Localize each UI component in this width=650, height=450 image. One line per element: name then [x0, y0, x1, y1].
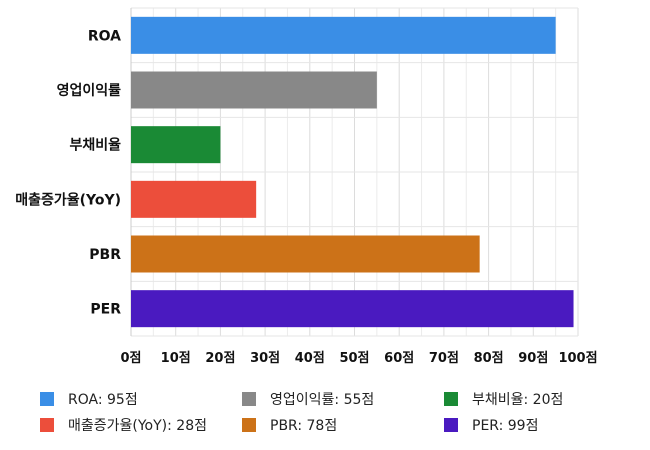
- x-axis-tick-label: 10점: [161, 351, 191, 366]
- legend-item-operating-margin[interactable]: 영업이익률: 55점: [242, 390, 444, 408]
- y-axis-tick-label: ROA: [88, 28, 121, 44]
- x-axis-tick-label: 50점: [339, 351, 369, 366]
- legend-label: 부채비율: 20점: [472, 392, 564, 408]
- legend-item-per[interactable]: PER: 99점: [444, 416, 640, 434]
- legend-label: 영업이익률: 55점: [270, 392, 375, 408]
- x-axis-tick-label: 70점: [429, 351, 459, 366]
- y-axis-tick-label: PBR: [89, 247, 121, 263]
- legend-swatch: [242, 418, 256, 432]
- legend-item-roa[interactable]: ROA: 95점: [40, 390, 242, 408]
- legend-swatch: [40, 418, 54, 432]
- legend-item-debt-ratio[interactable]: 부채비율: 20점: [444, 390, 640, 408]
- legend-label: PBR: 78점: [270, 418, 338, 434]
- legend: ROA: 95점 영업이익률: 55점 부채비율: 20점 매출증가율(YoY)…: [40, 390, 640, 434]
- x-axis-tick-label: 80점: [474, 351, 504, 366]
- y-axis-tick-label: 영업이익률: [57, 82, 122, 99]
- legend-swatch: [444, 392, 458, 406]
- x-axis-tick-label: 20점: [205, 351, 235, 366]
- y-axis-tick-label: 매출증가율(YoY): [15, 191, 121, 208]
- legend-swatch: [40, 392, 54, 406]
- x-axis-tick-label: 40점: [295, 351, 325, 366]
- legend-swatch: [444, 418, 458, 432]
- x-axis-labels: 0점 10점 20점 30점 40점 50점 60점 70점 80점 90점 100점: [120, 351, 597, 366]
- x-axis-tick-label: 0점: [120, 351, 141, 366]
- x-axis-tick-label: 60점: [384, 351, 414, 366]
- bar[interactable]: [131, 290, 574, 328]
- bar[interactable]: [131, 71, 377, 109]
- y-axis-tick-label: 부채비율: [69, 137, 121, 154]
- bar[interactable]: [131, 180, 257, 218]
- bar[interactable]: [131, 126, 221, 164]
- bars: [131, 16, 574, 328]
- legend-item-revenue-growth[interactable]: 매출증가율(YoY): 28점: [40, 416, 242, 434]
- legend-label: PER: 99점: [472, 418, 539, 434]
- bar[interactable]: [131, 235, 480, 273]
- legend-label: 매출증가율(YoY): 28점: [68, 418, 207, 434]
- x-axis-tick-label: 90점: [518, 351, 548, 366]
- y-axis-tick-label: PER: [90, 302, 121, 318]
- x-axis-tick-label: 30점: [250, 351, 280, 366]
- legend-swatch: [242, 392, 256, 406]
- grid-lines: [130, 7, 579, 337]
- legend-item-pbr[interactable]: PBR: 78점: [242, 416, 444, 434]
- legend-label: ROA: 95점: [68, 392, 138, 408]
- bar[interactable]: [131, 16, 556, 54]
- x-axis-tick-label: 100점: [558, 351, 597, 366]
